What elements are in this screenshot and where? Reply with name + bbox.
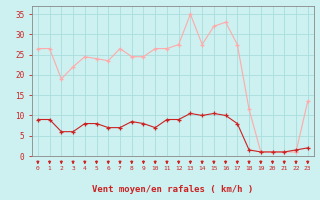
X-axis label: Vent moyen/en rafales ( km/h ): Vent moyen/en rafales ( km/h ): [92, 185, 253, 194]
